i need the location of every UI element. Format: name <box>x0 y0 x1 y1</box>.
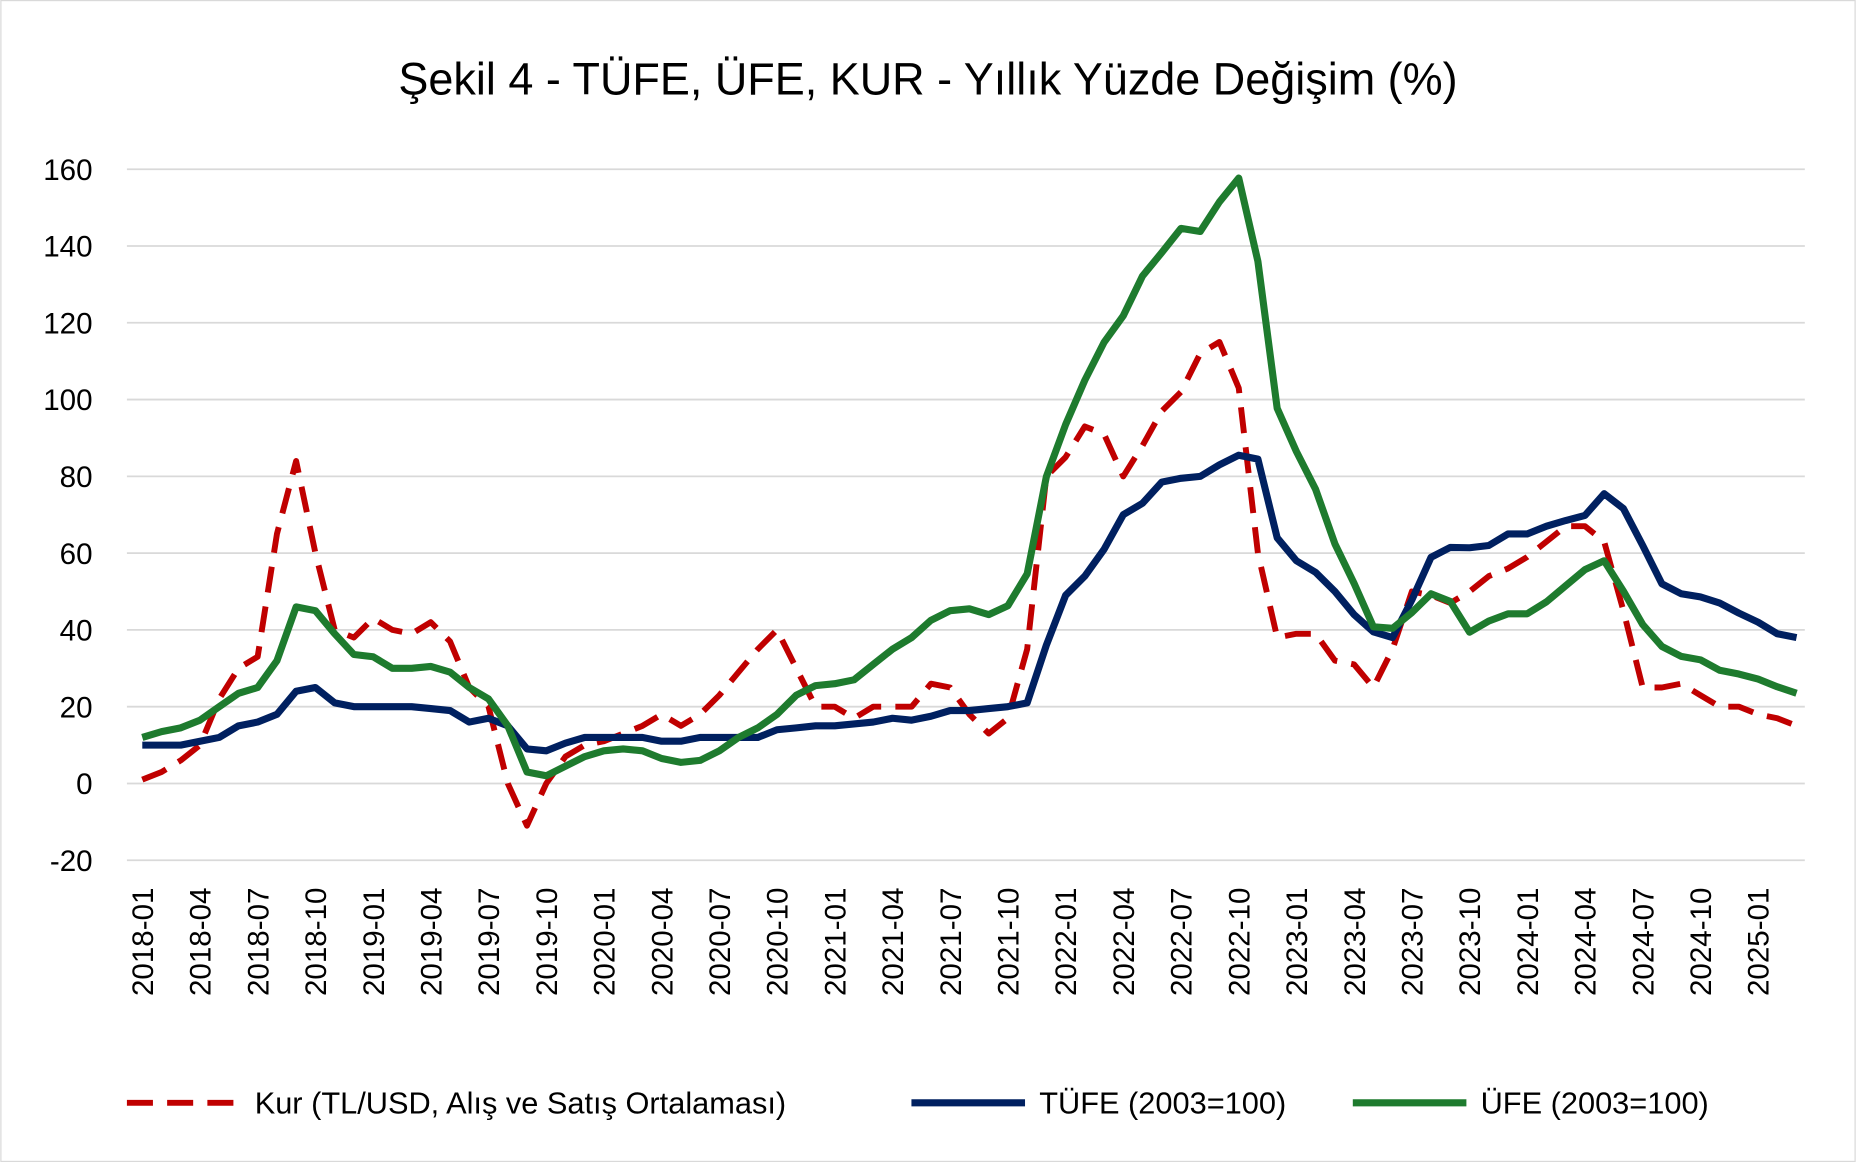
series-line <box>141 174 1798 780</box>
x-tick-label: 2020-04 <box>646 887 679 996</box>
y-tick-label: 100 <box>43 384 92 417</box>
y-tick-label: 120 <box>43 307 92 340</box>
x-tick-label: 2022-07 <box>1166 887 1199 996</box>
x-tick-label: 2024-10 <box>1685 887 1718 996</box>
y-tick-label: 80 <box>60 461 93 494</box>
legend-label: ÜFE (2003=100) <box>1481 1085 1709 1120</box>
y-tick-label: 40 <box>60 615 93 648</box>
x-tick-label: 2025-01 <box>1743 887 1776 996</box>
x-tick-label: 2019-04 <box>415 887 448 996</box>
chart-title: Şekil 4 - TÜFE, ÜFE, KUR - Yıllık Yüzde … <box>398 54 1457 105</box>
x-tick-label: 2024-01 <box>1512 887 1545 996</box>
x-tick-label: 2019-07 <box>473 887 506 996</box>
x-tick-label: 2018-01 <box>127 887 160 996</box>
x-tick-label: 2021-07 <box>935 887 968 996</box>
x-tick-label: 2023-07 <box>1396 887 1429 996</box>
x-tick-label: 2021-10 <box>993 887 1026 996</box>
x-tick-label: 2022-10 <box>1223 887 1256 996</box>
y-tick-label: 160 <box>43 154 92 187</box>
y-tick-label: 0 <box>76 768 92 801</box>
series-line <box>142 451 1798 755</box>
x-tick-label: 2021-01 <box>819 887 852 996</box>
x-tick-label: 2019-01 <box>358 887 391 996</box>
x-tick-label: 2018-07 <box>242 887 275 996</box>
x-tick-label: 2020-10 <box>762 887 795 996</box>
x-tick-label: 2021-04 <box>877 887 910 996</box>
y-tick-label: -20 <box>50 845 93 878</box>
series-line <box>141 339 1798 829</box>
x-tick-label: 2018-10 <box>300 887 333 996</box>
x-tick-label: 2022-04 <box>1108 887 1141 996</box>
x-tick-label: 2020-01 <box>589 887 622 996</box>
y-tick-label: 140 <box>43 231 92 264</box>
x-tick-label: 2018-04 <box>185 887 218 996</box>
x-tick-label: 2023-01 <box>1281 887 1314 996</box>
x-tick-label: 2022-01 <box>1050 887 1083 996</box>
y-tick-label: 60 <box>60 538 93 571</box>
x-tick-label: 2023-04 <box>1339 887 1372 996</box>
x-tick-label: 2019-10 <box>531 887 564 996</box>
y-tick-label: 20 <box>60 691 93 724</box>
x-tick-label: 2020-07 <box>704 887 737 996</box>
x-tick-label: 2024-04 <box>1570 887 1603 996</box>
legend-label: TÜFE (2003=100) <box>1039 1085 1286 1120</box>
x-tick-label: 2023-10 <box>1454 887 1487 996</box>
x-tick-label: 2024-07 <box>1627 887 1660 996</box>
legend-label: Kur (TL/USD, Alış ve Satış Ortalaması) <box>255 1085 786 1120</box>
